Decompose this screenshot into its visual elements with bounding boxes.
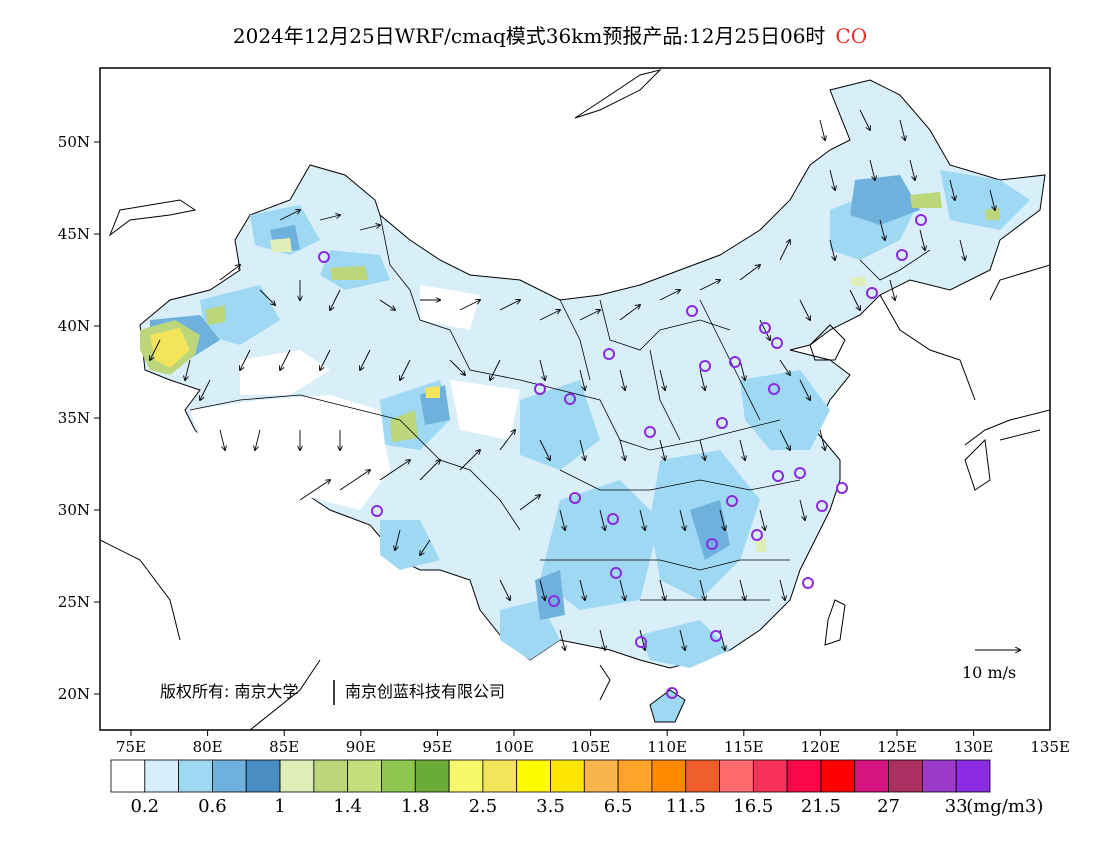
low-value-areas [190,285,520,510]
lon-tick-label: 80E [193,738,223,756]
china-region [139,79,1046,669]
legend-tick-label: 1.8 [401,796,430,817]
latitude-axis: 20N 25N 30N 35N 40N 45N 50N [58,133,100,703]
legend-tick-label: 27 [877,796,900,817]
neighbor-borders [100,69,1050,730]
legend-swatch [313,759,349,793]
map-title: 2024年12月25日WRF/cmaq模式36km预报产品:12月25日06时 C… [0,20,1100,49]
lon-tick-label: 120E [801,738,841,756]
legend-swatch [888,759,923,793]
legend-swatch [110,759,146,793]
lon-tick-label: 105E [571,738,611,756]
legend-tick-label: 6.5 [604,796,633,817]
legend-swatch [719,759,754,793]
species-label: CO [835,24,868,48]
legend-swatch [347,759,382,793]
color-legend: 0.2 0.6 1 1.4 1.8 2.5 3.5 6.5 11.5 16.5 21.5 27 33(m… [110,759,1043,817]
lon-tick-label: 130E [954,738,994,756]
lon-tick-label: 90E [346,738,376,756]
legend-swatch [381,759,416,793]
legend-tick-label: 0.2 [130,796,159,817]
map-frame [99,67,1051,731]
lon-tick-label: 75E [116,738,146,756]
lon-tick-label: 135E [1030,738,1070,756]
legend-swatch [516,759,551,793]
taiwan-island [824,599,846,646]
lon-tick-label: 115E [724,738,764,756]
legend-swatch [245,759,281,793]
legend-swatch [786,759,822,793]
legend-unit: (mg/m3) [966,796,1043,817]
wind-vectors [150,109,995,650]
legend-swatch [144,759,180,793]
legend-tick-label: 1 [274,796,285,817]
legend-tick-label: 16.5 [733,796,773,817]
legend-swatch [414,759,450,793]
lat-tick-label: 40N [58,317,90,335]
legend-swatch [685,759,720,793]
legend-swatch [212,759,247,793]
copyright-company: 南京创蓝科技有限公司 [345,682,505,701]
legend-tick-label: 2.5 [469,796,498,817]
title-text: 2024年12月25日WRF/cmaq模式36km预报产品:12月25日06时 [232,24,826,48]
legend-swatch [921,759,957,793]
legend-swatch [482,759,518,793]
lat-tick-label: 20N [58,685,90,703]
province-boundaries [189,214,931,601]
legend-swatch [854,759,889,793]
lon-tick-label: 110E [647,738,687,756]
lat-tick-label: 30N [58,501,90,519]
legend-tick-label: 3.5 [536,796,565,817]
lat-tick-label: 25N [58,593,90,611]
longitude-axis: 75E 80E 85E 90E 95E 100E 105E 110E 115E 120E 125E 1… [116,730,1070,756]
lat-tick-label: 45N [58,225,90,243]
lat-tick-label: 35N [58,409,90,427]
lat-tick-label: 50N [58,133,90,151]
legend-swatch [178,759,213,793]
lon-tick-label: 100E [494,738,534,756]
lon-tick-label: 95E [422,738,452,756]
legend-tick-label: 0.6 [198,796,227,817]
legend-swatch [448,759,484,793]
legend-tick-label: 21.5 [801,796,841,817]
lon-tick-label: 85E [269,738,299,756]
legend-swatch [752,759,788,793]
legend-swatch [820,759,856,793]
lon-tick-label: 125E [877,738,917,756]
copyright-text: 版权所有: 南京大学 [160,682,298,701]
legend-swatch [617,759,653,793]
legend-swatch [651,759,687,793]
legend-swatch [583,759,619,793]
legend-tick-label: 33 [945,796,968,817]
hotspot-areas [140,192,1000,552]
monitoring-stations [318,214,927,699]
legend-tick-label: 11.5 [666,796,706,817]
legend-tick-label: 1.4 [333,796,362,817]
wind-scale-label: 10 m/s [962,663,1016,682]
legend-swatch [550,759,585,793]
legend-swatch [279,759,315,793]
legend-swatch [955,759,991,793]
